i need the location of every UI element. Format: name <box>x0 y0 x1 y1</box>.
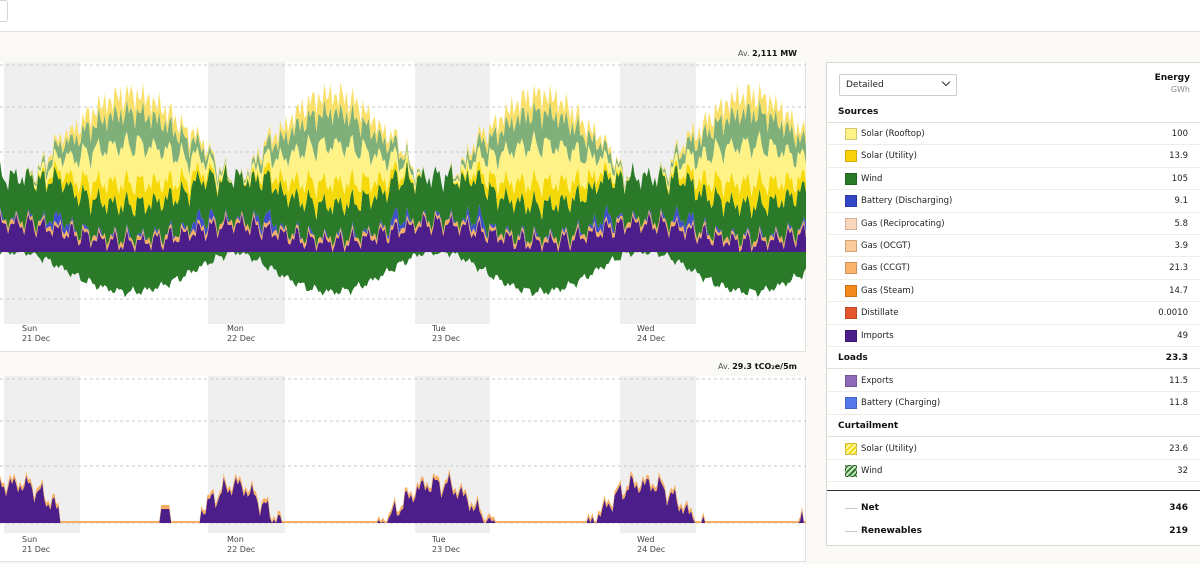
legend-row-gas-ocgt[interactable]: Gas (OCGT) 3.9 <box>827 235 1200 258</box>
loads-header: Loads 23.3 <box>827 347 1200 369</box>
solar-utility-swatch <box>845 150 857 163</box>
legend-row-battery-charging[interactable]: Battery (Charging) 11.8 <box>827 392 1200 415</box>
legend-row-gas-steam[interactable]: Gas (Steam) 14.7 <box>827 280 1200 303</box>
top-toolbar <box>0 0 1200 32</box>
legend-row-solar-utility[interactable]: Solar (Utility) 13.9 <box>827 145 1200 168</box>
loads-total: 23.3 <box>1165 353 1188 363</box>
em-day-label-mon: Mon 22 Dec <box>227 535 256 554</box>
wind-curtailment-area <box>0 99 806 193</box>
solar-curtailment-swatch <box>845 442 857 455</box>
legend-row-curtailment-solar[interactable]: Solar (Utility) 23.6 <box>827 438 1200 460</box>
solar-rooftop-area <box>0 130 806 200</box>
imports-swatch <box>845 329 857 342</box>
emissions-chart-svg[interactable] <box>0 376 806 562</box>
energy-column-header: Energy GWh <box>1155 73 1190 94</box>
solar-rooftop-swatch <box>845 128 857 140</box>
legend-row-imports[interactable]: Imports 49 <box>827 325 1200 347</box>
view-select[interactable]: Detailed <box>839 74 957 96</box>
renewables-row: Renewables 219 <box>827 520 1200 542</box>
gen-day-label-wed: Wed 24 Dec <box>637 324 666 343</box>
distillate-swatch <box>845 307 857 320</box>
em-day-label-wed: Wed 24 Dec <box>637 535 666 554</box>
emissions-chart[interactable] <box>0 376 806 562</box>
net-line-icon <box>845 508 857 509</box>
wind-swatch <box>845 172 857 185</box>
gen-day-label-sun: Sun 21 Dec <box>22 324 51 343</box>
gen-day-label-tue: Tue 23 Dec <box>432 324 461 343</box>
gas-ocgt-swatch <box>845 240 857 252</box>
em-day-label-sun: Sun 21 Dec <box>22 535 51 554</box>
gen-day-label-mon: Mon 22 Dec <box>227 324 256 343</box>
chevron-down-icon <box>941 77 951 87</box>
battery-discharging-swatch <box>845 195 857 208</box>
energy-column-unit: GWh <box>1170 85 1190 94</box>
gas-area <box>0 208 806 252</box>
curtailment-header: Curtailment <box>827 415 1200 437</box>
legend-row-wind[interactable]: Wind 105 <box>827 168 1200 191</box>
legend-row-gas-reciprocating[interactable]: Gas (Reciprocating) 5.8 <box>827 213 1200 235</box>
summary-divider <box>827 490 1200 491</box>
generation-average: Av. 2,111 MW <box>737 49 797 58</box>
emissions-imports-area <box>0 473 806 523</box>
legend-row-gas-ccgt[interactable]: Gas (CCGT) 21.3 <box>827 257 1200 280</box>
energy-column-title: Energy <box>1154 73 1190 83</box>
legend-row-exports[interactable]: Exports 11.5 <box>827 370 1200 393</box>
legend-row-distillate[interactable]: Distillate 0.0010 <box>827 302 1200 325</box>
legend-row-curtailment-wind[interactable]: Wind 32 <box>827 460 1200 483</box>
battery-charging-swatch <box>845 397 857 410</box>
wind-export-area <box>0 252 806 298</box>
wind-area <box>0 160 806 248</box>
gas-reciprocating-swatch <box>845 217 857 230</box>
wind-curtailment-swatch <box>845 465 857 477</box>
gas-ccgt-swatch <box>845 262 857 275</box>
sources-header: Sources <box>827 101 1200 123</box>
generation-chart-svg[interactable] <box>0 62 806 352</box>
exports-swatch <box>845 375 857 387</box>
imports-area <box>0 212 806 252</box>
renewables-line-icon <box>845 531 857 532</box>
battery-area <box>0 204 806 249</box>
emissions-average: Av. 29.3 tCO₂e/5m <box>718 362 797 371</box>
em-day-label-tue: Tue 23 Dec <box>432 535 461 554</box>
toolbar-control[interactable] <box>0 0 8 22</box>
legend-row-battery-discharging[interactable]: Battery (Discharging) 9.1 <box>827 190 1200 213</box>
gas-steam-swatch <box>845 284 857 297</box>
legend-row-solar-rooftop[interactable]: Solar (Rooftop) 100 <box>827 123 1200 146</box>
net-row: Net 346 <box>827 497 1200 519</box>
generation-chart[interactable] <box>0 62 806 352</box>
view-select-value: Detailed <box>846 80 884 90</box>
energy-legend-panel: Detailed Energy GWh Sources Solar (Rooft… <box>826 62 1200 546</box>
